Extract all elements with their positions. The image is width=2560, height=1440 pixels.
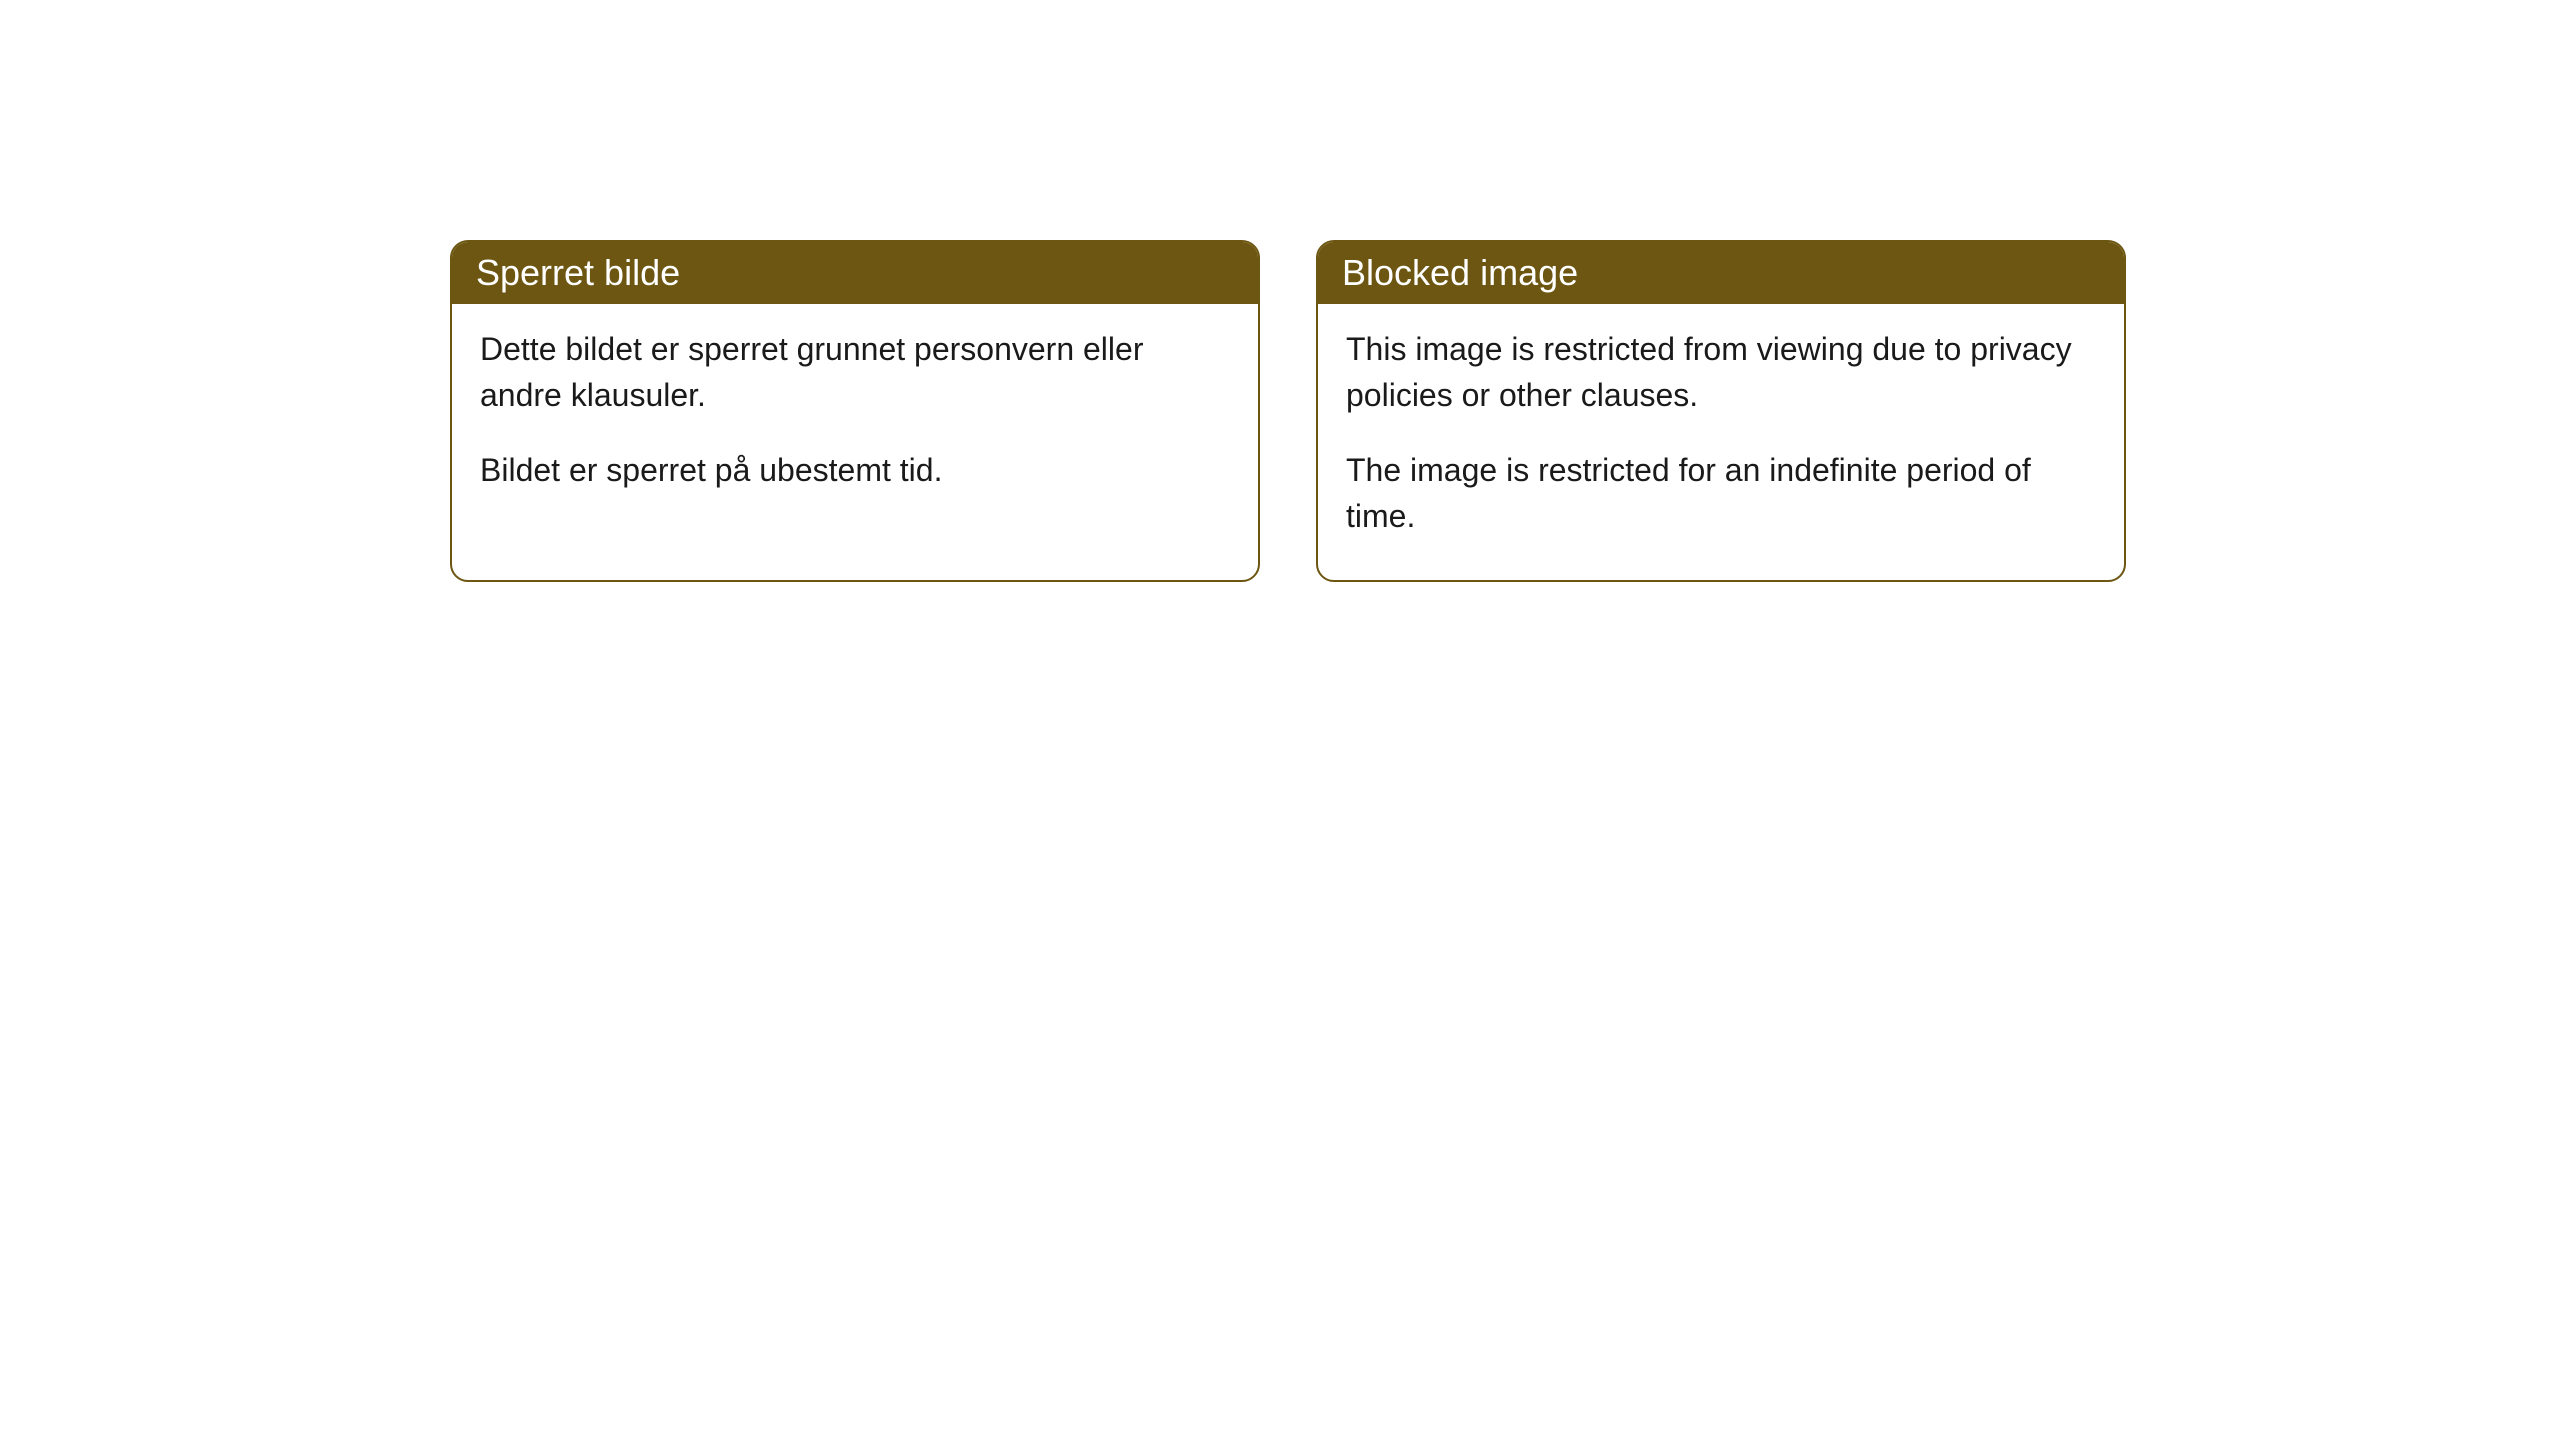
blocked-image-card-norwegian: Sperret bilde Dette bildet er sperret gr… <box>450 240 1260 582</box>
card-header: Blocked image <box>1318 242 2124 304</box>
card-body: Dette bildet er sperret grunnet personve… <box>452 304 1258 533</box>
notice-cards-container: Sperret bilde Dette bildet er sperret gr… <box>450 240 2126 582</box>
card-body: This image is restricted from viewing du… <box>1318 304 2124 580</box>
blocked-image-card-english: Blocked image This image is restricted f… <box>1316 240 2126 582</box>
card-paragraph: This image is restricted from viewing du… <box>1346 326 2096 419</box>
card-header: Sperret bilde <box>452 242 1258 304</box>
card-title: Sperret bilde <box>476 252 680 293</box>
card-title: Blocked image <box>1342 252 1578 293</box>
card-paragraph: Bildet er sperret på ubestemt tid. <box>480 447 1230 493</box>
card-paragraph: The image is restricted for an indefinit… <box>1346 447 2096 540</box>
card-paragraph: Dette bildet er sperret grunnet personve… <box>480 326 1230 419</box>
